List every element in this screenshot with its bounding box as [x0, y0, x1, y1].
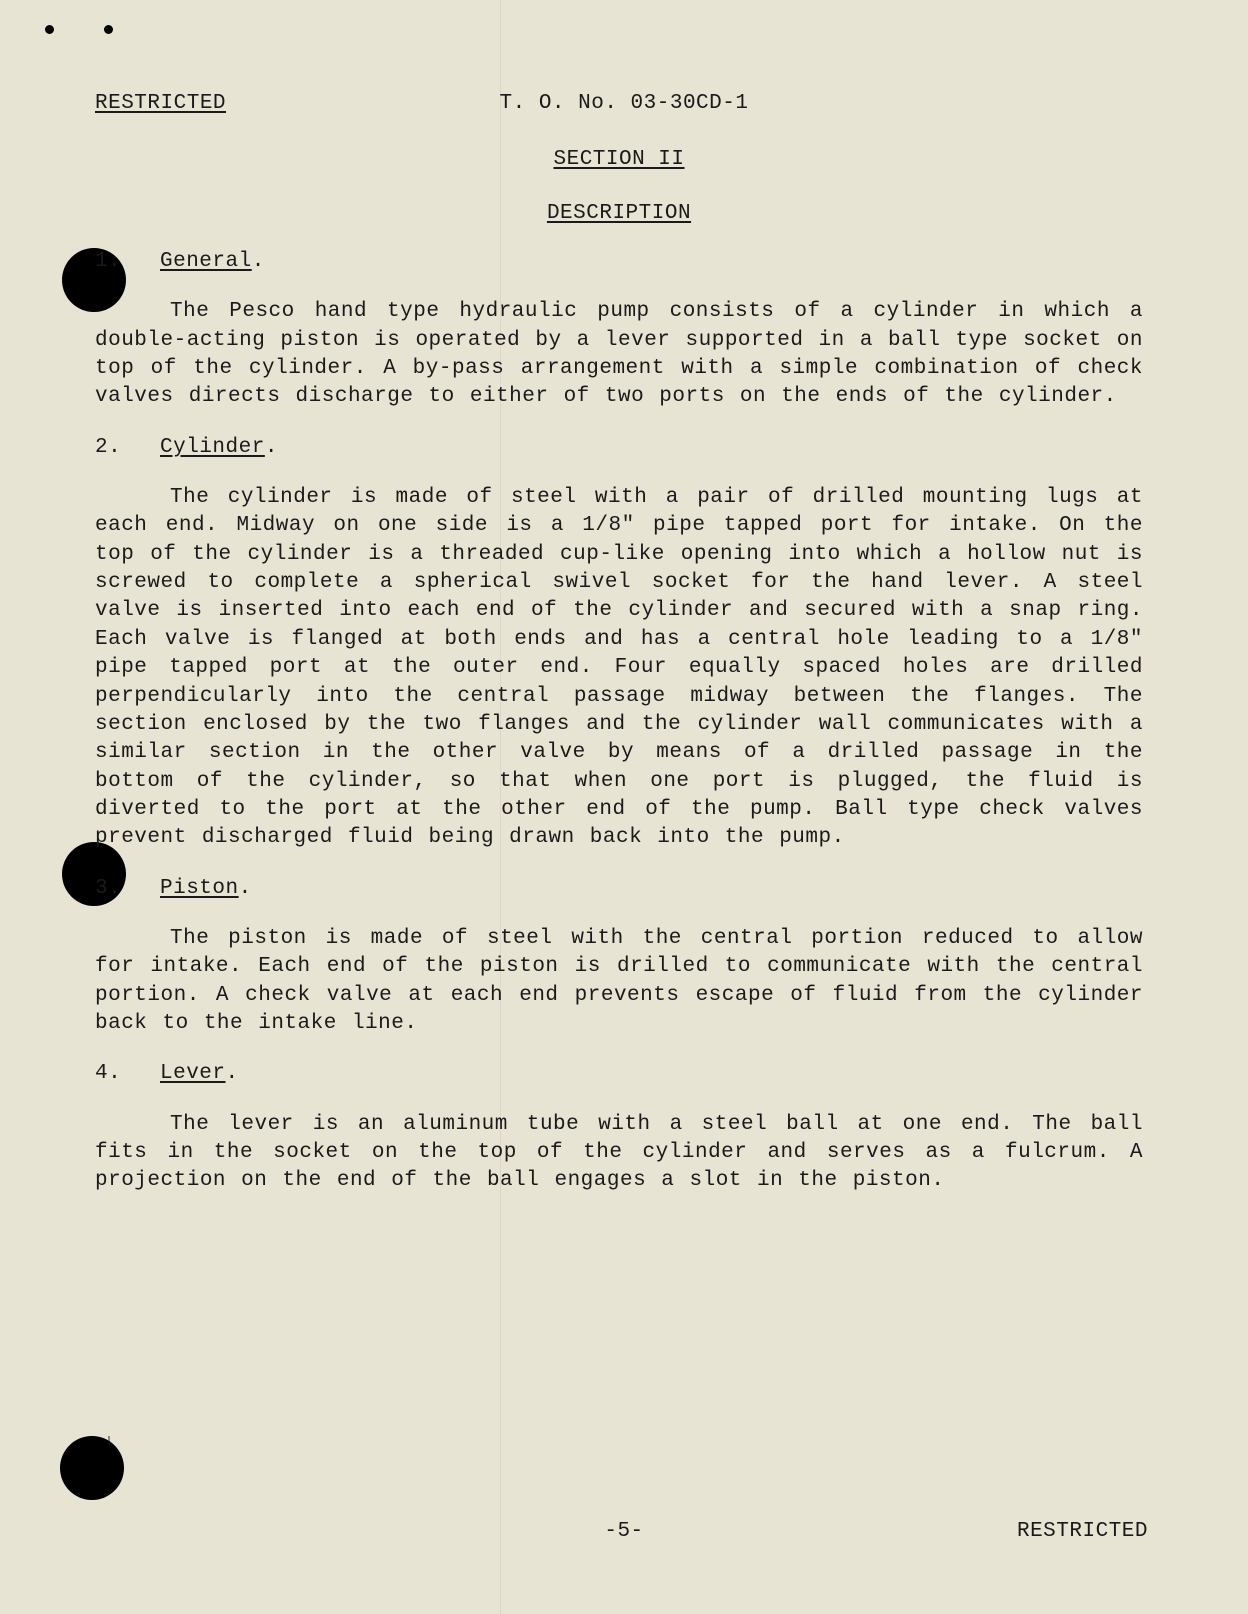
section-title: Lever: [160, 1062, 226, 1085]
section-body: The Pesco hand type hydraulic pump consi…: [95, 298, 1143, 411]
section-period: .: [252, 250, 265, 273]
section-number: 3.: [95, 875, 160, 903]
section-period: .: [239, 877, 252, 900]
section-body: The cylinder is made of steel with a pai…: [95, 484, 1143, 852]
section-cylinder: 2.Cylinder. The cylinder is made of stee…: [95, 434, 1143, 853]
section-body: The lever is an aluminum tube with a ste…: [95, 1111, 1143, 1196]
header-row: RESTRICTED T. O. No. 03-30CD-1: [95, 90, 1143, 118]
document-number: T. O. No. 03-30CD-1: [500, 90, 749, 118]
section-title: General: [160, 250, 252, 273]
section-heading: SECTION II: [95, 146, 1143, 174]
section-title: Piston: [160, 877, 239, 900]
page-content: RESTRICTED T. O. No. 03-30CD-1 SECTION I…: [0, 0, 1248, 1614]
section-piston: 3.Piston. The piston is made of steel wi…: [95, 875, 1143, 1039]
section-period: .: [265, 436, 278, 459]
section-number: 1.: [95, 248, 160, 276]
page-number: -5-: [604, 1518, 643, 1546]
section-period: .: [226, 1062, 239, 1085]
section-title: Cylinder: [160, 436, 265, 459]
subsection-heading: DESCRIPTION: [95, 200, 1143, 228]
classification-header: RESTRICTED: [95, 90, 226, 118]
section-number: 4.: [95, 1060, 160, 1088]
section-body: The piston is made of steel with the cen…: [95, 925, 1143, 1038]
section-general: 1.General. The Pesco hand type hydraulic…: [95, 248, 1143, 412]
section-number: 2.: [95, 434, 160, 462]
section-lever: 4.Lever. The lever is an aluminum tube w…: [95, 1060, 1143, 1195]
classification-footer: RESTRICTED: [1017, 1518, 1148, 1546]
